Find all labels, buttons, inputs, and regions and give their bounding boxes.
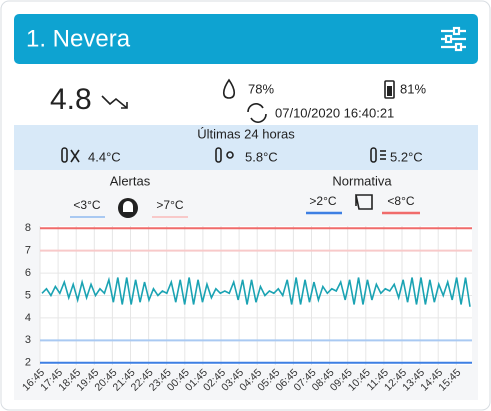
- summary-title: Últimas 24 horas: [197, 126, 295, 141]
- temperature: 4.8: [50, 83, 92, 116]
- battery: 81%: [400, 81, 426, 96]
- summary-band: [14, 125, 478, 170]
- avg-temp: 5.2°C: [390, 149, 423, 164]
- trend-icon: [101, 95, 128, 109]
- min-icon: [61, 147, 80, 163]
- battery-icon: [384, 80, 395, 99]
- trend-icon-head: [121, 102, 128, 109]
- y-tick-label: 7: [25, 245, 31, 257]
- alerts-title: Alertas: [110, 173, 151, 188]
- humidity: 78%: [248, 81, 274, 96]
- document-icon: [355, 194, 373, 210]
- header: [14, 14, 478, 64]
- alert-low: <3°C: [73, 198, 100, 212]
- battery-level: [387, 86, 392, 96]
- title: 1. Nevera: [26, 25, 131, 52]
- sync-icon: [247, 103, 267, 123]
- regulation-low: >2°C: [309, 194, 336, 208]
- regulation-high: <8°C: [387, 194, 414, 208]
- y-tick-label: 5: [25, 289, 31, 301]
- timestamp: 07/10/2020 16:40:21: [275, 105, 394, 120]
- min-temp: 4.4°C: [88, 149, 121, 164]
- avg-icon: [370, 147, 386, 163]
- temperature-line: [41, 276, 471, 307]
- max-temp: 5.8°C: [245, 149, 278, 164]
- y-tick-label: 6: [25, 267, 31, 279]
- regulation-title: Normativa: [332, 173, 392, 188]
- alert-high: >7°C: [156, 198, 183, 212]
- y-tick-label: 4: [25, 312, 31, 324]
- bell-shape: [123, 201, 133, 212]
- humidity-icon: [222, 78, 236, 99]
- settings-icon[interactable]: [441, 26, 466, 52]
- y-tick-label: 3: [25, 334, 31, 346]
- y-tick-label: 8: [25, 222, 31, 234]
- max-icon: [215, 147, 234, 163]
- y-tick-label: 2: [25, 357, 31, 369]
